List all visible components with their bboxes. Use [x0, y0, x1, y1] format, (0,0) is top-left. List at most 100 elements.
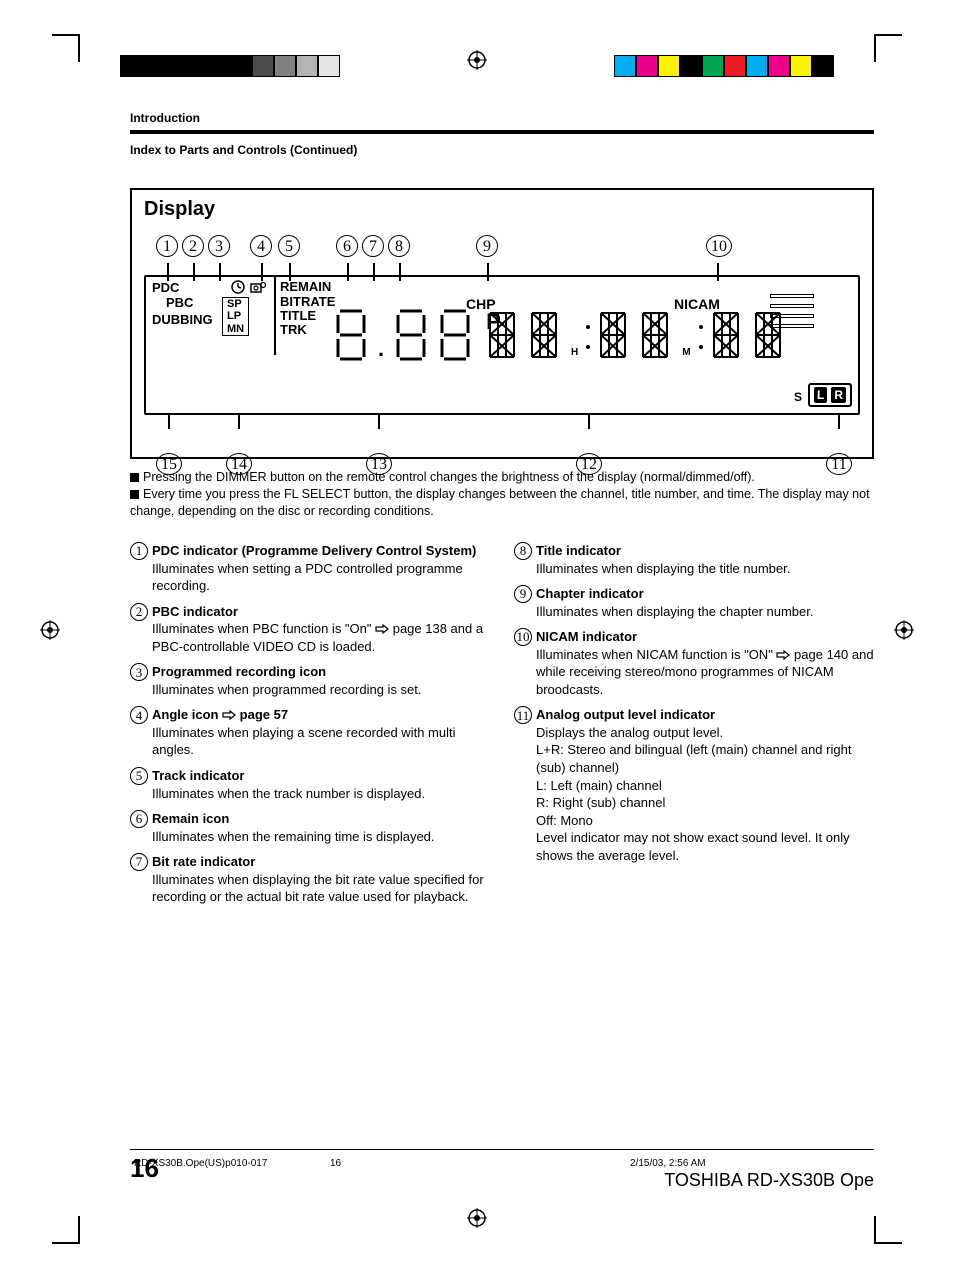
- page-body: Introduction Index to Parts and Controls…: [130, 110, 874, 1198]
- indicator-title: Angle icon page 57: [152, 706, 490, 724]
- indicator-item-9: 9Chapter indicatorIlluminates when displ…: [514, 585, 874, 620]
- lr-indicator: L R: [808, 383, 852, 407]
- matrix-cell: [597, 309, 633, 361]
- callout-1: 1: [156, 235, 178, 257]
- footer-file: RD-XS30B.Ope(US)p010-017: [134, 1157, 267, 1171]
- callout-9: 9: [476, 235, 498, 257]
- clock-icon: [230, 279, 246, 295]
- indicator-col-left: 1PDC indicator (Programme Delivery Contr…: [130, 534, 490, 914]
- trk-label: TRK: [280, 323, 335, 337]
- lp-label: LP: [227, 310, 244, 322]
- indicator-title: Analog output level indicator: [536, 706, 874, 724]
- indicator-text: Illuminates when programmed recording is…: [152, 681, 490, 699]
- callout-6: 6: [336, 235, 358, 257]
- matrix-cell: [486, 309, 522, 361]
- callout-10: 10: [706, 235, 732, 257]
- indicator-text: Illuminates when displaying the title nu…: [536, 560, 874, 578]
- indicator-text: Illuminates when playing a scene recorde…: [152, 724, 490, 759]
- callout-7: 7: [362, 235, 384, 257]
- display-panel: PDC PBC DUBBING SP LP MN REMAIN BITRATE …: [144, 275, 860, 415]
- note-2: Every time you press the FL SELECT butto…: [130, 487, 870, 518]
- r-badge: R: [831, 387, 846, 403]
- indicator-title: Chapter indicator: [536, 585, 874, 603]
- registration-mark-left: [40, 620, 60, 640]
- print-strip-right: [614, 52, 834, 80]
- callout-13: 13: [366, 453, 392, 475]
- indicator-item-3: 3Programmed recording iconIlluminates wh…: [130, 663, 490, 698]
- mn-label: MN: [227, 323, 244, 335]
- mode-box: SP LP MN: [222, 297, 249, 335]
- pbc-label: PBC: [166, 296, 213, 311]
- sub-s: S: [794, 389, 802, 405]
- dubbing-label: DUBBING: [152, 313, 213, 328]
- colon-icon: [698, 309, 704, 361]
- indicator-title: PBC indicator: [152, 603, 490, 621]
- callout-2: 2: [182, 235, 204, 257]
- seven-seg-digit: [438, 307, 472, 363]
- indicator-item-4: 4Angle icon page 57Illuminates when play…: [130, 706, 490, 759]
- indicator-text: Displays the analog output level.L+R: St…: [536, 724, 874, 864]
- pdc-label: PDC: [152, 281, 213, 296]
- indicator-text: Illuminates when the remaining time is d…: [152, 828, 490, 846]
- callout-12: 12: [576, 453, 602, 475]
- display-title: Display: [130, 188, 874, 229]
- indicator-text: Illuminates when displaying the chapter …: [536, 603, 874, 621]
- indicator-title: Remain icon: [152, 810, 490, 828]
- heading-rule: [130, 130, 874, 134]
- sub-m: M: [681, 346, 691, 362]
- seven-seg-digit: [394, 307, 428, 363]
- display-left-labels: PDC PBC DUBBING SP LP MN: [152, 281, 213, 328]
- print-strip-left: [120, 52, 362, 80]
- seven-segment-group: . P: [334, 307, 501, 363]
- indicator-columns: 1PDC indicator (Programme Delivery Contr…: [130, 534, 874, 914]
- registration-mark-right: [894, 620, 914, 640]
- indicator-item-2: 2PBC indicatorIlluminates when PBC funct…: [130, 603, 490, 656]
- callout-11: 11: [826, 453, 852, 475]
- indicator-text: Illuminates when setting a PDC controlle…: [152, 560, 490, 595]
- indicator-text: Illuminates when PBC function is "On" pa…: [152, 620, 490, 655]
- callout-4: 4: [250, 235, 272, 257]
- display-notes: Pressing the DIMMER button on the remote…: [130, 469, 874, 520]
- sub-h: H: [570, 346, 579, 362]
- indicator-title: Bit rate indicator: [152, 853, 490, 871]
- callout-15: 15: [156, 453, 182, 475]
- indicator-title: PDC indicator (Programme Delivery Contro…: [152, 542, 490, 560]
- indicator-item-8: 8Title indicatorIlluminates when display…: [514, 542, 874, 577]
- registration-mark-bottom: [467, 1208, 487, 1228]
- indicator-text: Illuminates when displaying the bit rate…: [152, 871, 490, 906]
- indicator-title: NICAM indicator: [536, 628, 874, 646]
- matrix-cell: [639, 309, 675, 361]
- display-figure: 12345678910 1514131211 PDC PBC DUBBING S…: [130, 229, 874, 459]
- title-label: TITLE: [280, 309, 335, 323]
- indicator-item-5: 5Track indicatorIlluminates when the tra…: [130, 767, 490, 802]
- indicator-title: Programmed recording icon: [152, 663, 490, 681]
- indicator-item-7: 7Bit rate indicatorIlluminates when disp…: [130, 853, 490, 906]
- bitrate-label: BITRATE: [280, 295, 335, 309]
- level-bars: [770, 291, 814, 331]
- remain-label: REMAIN: [280, 280, 335, 294]
- matrix-group: H M: [486, 309, 788, 361]
- indicator-text: Illuminates when the track number is dis…: [152, 785, 490, 803]
- colon-icon: [585, 309, 591, 361]
- subsection-heading: Index to Parts and Controls (Continued): [130, 142, 874, 158]
- indicator-item-6: 6Remain iconIlluminates when the remaini…: [130, 810, 490, 845]
- matrix-cell: [528, 309, 564, 361]
- page-ref-arrow-icon: [776, 647, 790, 657]
- l-badge: L: [814, 387, 827, 403]
- page-ref-arrow-icon: [375, 621, 389, 631]
- angle-icon: [250, 281, 268, 295]
- section-heading: Introduction: [130, 110, 874, 126]
- callout-8: 8: [388, 235, 410, 257]
- indicator-text: Illuminates when NICAM function is "ON" …: [536, 646, 874, 699]
- indicator-title: Title indicator: [536, 542, 874, 560]
- page-ref-arrow-icon: [222, 707, 236, 717]
- seven-seg-digit: [334, 307, 368, 363]
- footer-rule: [130, 1149, 874, 1150]
- callout-14: 14: [226, 453, 252, 475]
- indicator-title: Track indicator: [152, 767, 490, 785]
- callout-3: 3: [208, 235, 230, 257]
- indicator-item-11: 11Analog output level indicatorDisplays …: [514, 706, 874, 864]
- footer-sheet: 16: [330, 1157, 341, 1171]
- sp-label: SP: [227, 298, 244, 310]
- indicator-col-right: 8Title indicatorIlluminates when display…: [514, 534, 874, 914]
